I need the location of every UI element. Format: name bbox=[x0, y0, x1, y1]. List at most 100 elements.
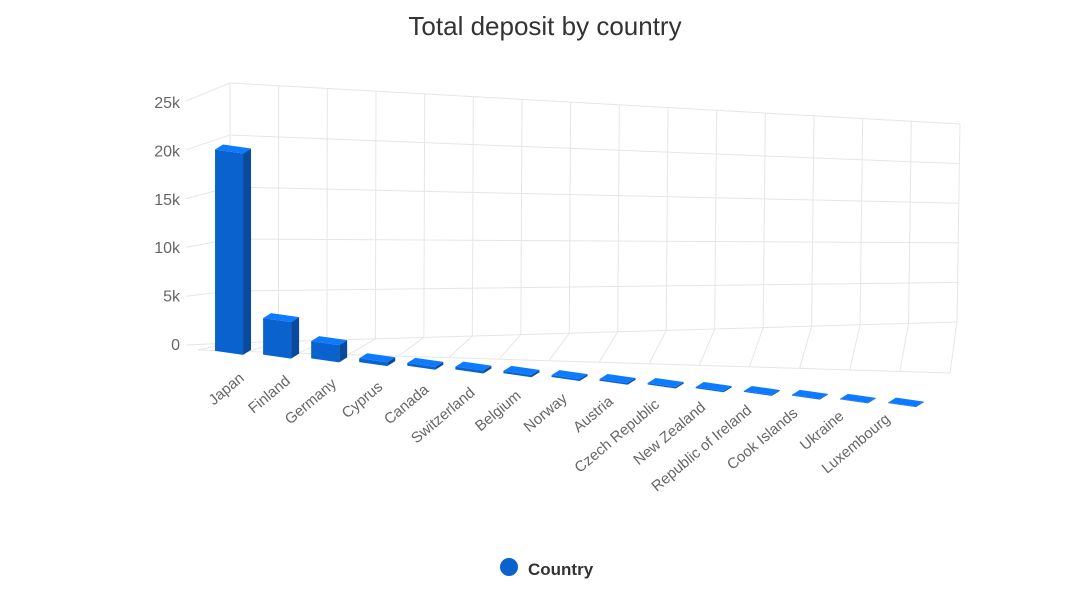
bar-front bbox=[263, 318, 292, 359]
bar-luxembourg[interactable] bbox=[887, 397, 924, 408]
bar-front bbox=[695, 387, 724, 393]
gridline bbox=[229, 186, 959, 204]
gridline bbox=[229, 134, 960, 165]
bar-japan[interactable] bbox=[215, 144, 252, 355]
bar-front bbox=[743, 390, 772, 396]
side-gridline bbox=[185, 82, 231, 102]
floor-gridline bbox=[949, 321, 958, 374]
gridline-vertical bbox=[520, 99, 523, 335]
bar-front bbox=[503, 370, 532, 378]
bar-canada[interactable] bbox=[407, 357, 444, 370]
floor-gridline bbox=[398, 336, 425, 357]
x-tick-label: Cyprus bbox=[339, 378, 386, 422]
bar-front bbox=[407, 362, 436, 370]
bar-front bbox=[791, 394, 820, 400]
bar-new-zealand[interactable] bbox=[695, 382, 732, 393]
bar-side bbox=[483, 365, 492, 374]
bar-side bbox=[915, 401, 924, 408]
gridline-vertical bbox=[811, 115, 815, 327]
y-tick-label: 15k bbox=[154, 192, 181, 209]
gridline-vertical bbox=[859, 118, 864, 325]
gridline-vertical bbox=[665, 107, 669, 331]
gridline-vertical bbox=[423, 93, 426, 338]
legend[interactable]: Country bbox=[500, 558, 594, 579]
bar-finland[interactable] bbox=[263, 313, 300, 359]
bar-front bbox=[839, 398, 868, 404]
side-gridline bbox=[185, 134, 231, 151]
bar-top bbox=[551, 370, 588, 380]
bar-top bbox=[695, 382, 732, 392]
bar-side bbox=[435, 361, 444, 370]
bar-belgium[interactable] bbox=[503, 365, 540, 378]
floor-gridline bbox=[698, 328, 716, 366]
bar-norway[interactable] bbox=[551, 370, 588, 381]
bar-ukraine[interactable] bbox=[839, 393, 876, 404]
legend-label-country[interactable]: Country bbox=[528, 560, 594, 579]
bar-front bbox=[455, 366, 484, 374]
floor-gridline bbox=[548, 332, 570, 362]
x-tick-label: Austria bbox=[570, 393, 617, 436]
bar-side bbox=[723, 386, 732, 393]
bar-side bbox=[675, 382, 684, 389]
bar-top bbox=[263, 313, 300, 323]
bar-side bbox=[339, 340, 348, 363]
bar-front bbox=[311, 341, 340, 363]
floor-gridline bbox=[598, 331, 619, 363]
bar-side bbox=[579, 374, 588, 381]
floor-gridline bbox=[348, 338, 376, 356]
floor-front-edge bbox=[197, 349, 951, 374]
y-tick-label: 20k bbox=[154, 143, 181, 160]
bar-czech-republic[interactable] bbox=[647, 378, 684, 389]
bar-republic-of-ireland[interactable] bbox=[743, 385, 780, 396]
bar-front bbox=[359, 358, 388, 367]
bar-top bbox=[311, 336, 348, 346]
x-tick-label: Japan bbox=[205, 370, 247, 409]
legend-marker-country[interactable] bbox=[500, 558, 518, 576]
floor-gridline bbox=[748, 327, 764, 368]
floor-gridline bbox=[448, 335, 473, 359]
y-tick-label: 25k bbox=[154, 95, 181, 112]
bar-top bbox=[839, 393, 876, 403]
bar-top bbox=[455, 361, 492, 371]
gridline bbox=[229, 82, 961, 125]
gridline-vertical bbox=[471, 96, 474, 337]
floor-gridline bbox=[799, 326, 813, 369]
bar-top bbox=[743, 385, 780, 395]
x-tick-label: Belgium bbox=[472, 387, 524, 435]
bar-front bbox=[551, 375, 580, 381]
x-tick-label: Norway bbox=[521, 390, 571, 436]
bar-side bbox=[291, 317, 300, 359]
bar-side bbox=[243, 148, 252, 355]
bar-germany[interactable] bbox=[311, 336, 348, 363]
bar-switzerland[interactable] bbox=[455, 361, 492, 374]
grid bbox=[185, 82, 961, 374]
bar-side bbox=[531, 369, 540, 378]
bar-top bbox=[887, 397, 924, 407]
bar-side bbox=[771, 389, 780, 396]
gridline-vertical bbox=[374, 91, 377, 339]
y-tick-label: 5k bbox=[163, 289, 181, 306]
floor-gridline bbox=[849, 324, 861, 371]
y-tick-label: 10k bbox=[154, 240, 181, 257]
bar-front bbox=[215, 149, 244, 355]
chart-title: Total deposit by country bbox=[408, 11, 681, 41]
y-tick-label: 0 bbox=[171, 337, 180, 354]
bar-top bbox=[407, 357, 444, 367]
gridline-vertical bbox=[617, 104, 620, 332]
bar-cyprus[interactable] bbox=[359, 353, 396, 367]
gridline-vertical bbox=[568, 102, 572, 334]
bars[interactable] bbox=[215, 144, 924, 408]
bar-top bbox=[215, 144, 252, 154]
bar-side bbox=[867, 397, 876, 404]
gridline bbox=[229, 321, 958, 344]
floor-gridline bbox=[498, 334, 522, 360]
bar-side bbox=[627, 378, 636, 385]
bar-top bbox=[647, 378, 684, 388]
bar-side bbox=[819, 393, 828, 400]
gridline bbox=[229, 238, 959, 244]
bar-cook-islands[interactable] bbox=[791, 389, 828, 400]
bar-austria[interactable] bbox=[599, 374, 636, 385]
x-tick-label: Czech Republic bbox=[571, 396, 663, 477]
gridline-vertical bbox=[956, 123, 961, 323]
